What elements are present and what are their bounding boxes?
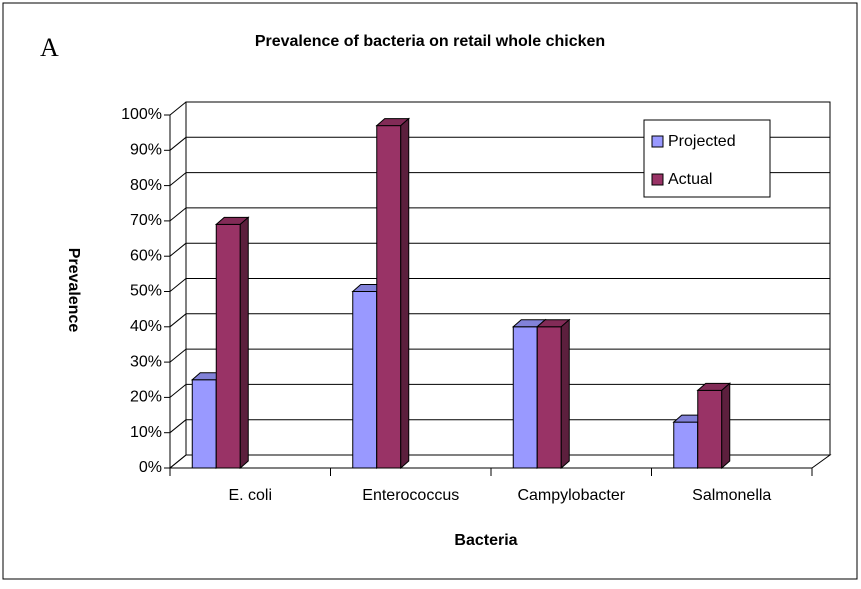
legend-box bbox=[643, 119, 771, 198]
y-tick-label: 20% bbox=[130, 389, 162, 406]
legend-label: Projected bbox=[668, 133, 736, 150]
bar-side bbox=[400, 117, 410, 470]
y-tick-label: 70% bbox=[130, 212, 162, 229]
bar bbox=[696, 382, 732, 470]
y-tick-label: 80% bbox=[130, 177, 162, 194]
y-tick-label: 50% bbox=[130, 283, 162, 300]
bar-side bbox=[721, 382, 731, 470]
grid-line-side bbox=[169, 278, 187, 292]
y-tick-label: 40% bbox=[130, 318, 162, 335]
y-tick-label: 60% bbox=[130, 247, 162, 264]
chart-title: Prevalence of bacteria on retail whole c… bbox=[255, 33, 605, 50]
bar-front bbox=[215, 223, 241, 469]
x-tick-label: Campylobacter bbox=[517, 487, 625, 504]
bar-front bbox=[536, 326, 562, 469]
legend-swatch bbox=[651, 135, 664, 148]
grid-line-side bbox=[169, 136, 187, 151]
x-tick-label: Salmonella bbox=[692, 487, 771, 504]
grid-line-side bbox=[169, 454, 187, 469]
y-tick-label: 10% bbox=[130, 424, 162, 441]
legend-swatch bbox=[651, 173, 664, 186]
bar-side bbox=[239, 216, 249, 470]
grid-line-side bbox=[169, 101, 187, 116]
grid-line-side bbox=[169, 384, 187, 398]
bar bbox=[375, 117, 411, 470]
y-tick-label: 0% bbox=[139, 459, 162, 476]
bar-front bbox=[673, 421, 699, 469]
bar-front bbox=[352, 291, 378, 469]
y-tick-label: 30% bbox=[130, 353, 162, 370]
grid-line-side bbox=[169, 348, 187, 363]
grid-line-side bbox=[169, 172, 187, 186]
grid-line-side bbox=[169, 207, 187, 222]
grid-line-side bbox=[169, 242, 187, 257]
bar bbox=[535, 318, 571, 470]
bar-front bbox=[191, 379, 217, 469]
x-tick-label: Enterococcus bbox=[362, 487, 459, 504]
x-axis-label: Bacteria bbox=[454, 532, 517, 549]
grid-line-side bbox=[169, 313, 187, 328]
bar-side bbox=[560, 318, 570, 470]
bar-front bbox=[697, 389, 723, 469]
bar-front bbox=[512, 326, 538, 469]
y-tick-label: 90% bbox=[130, 142, 162, 159]
y-axis-label: Prevalence bbox=[65, 248, 82, 333]
legend-label: Actual bbox=[668, 171, 712, 188]
bar-front bbox=[376, 125, 402, 469]
y-tick-label: 100% bbox=[121, 106, 162, 123]
floor bbox=[168, 454, 832, 469]
bar bbox=[214, 216, 250, 470]
grid-line-side bbox=[169, 419, 187, 434]
panel-label: A bbox=[40, 33, 59, 62]
x-tick-label: E. coli bbox=[228, 487, 272, 504]
